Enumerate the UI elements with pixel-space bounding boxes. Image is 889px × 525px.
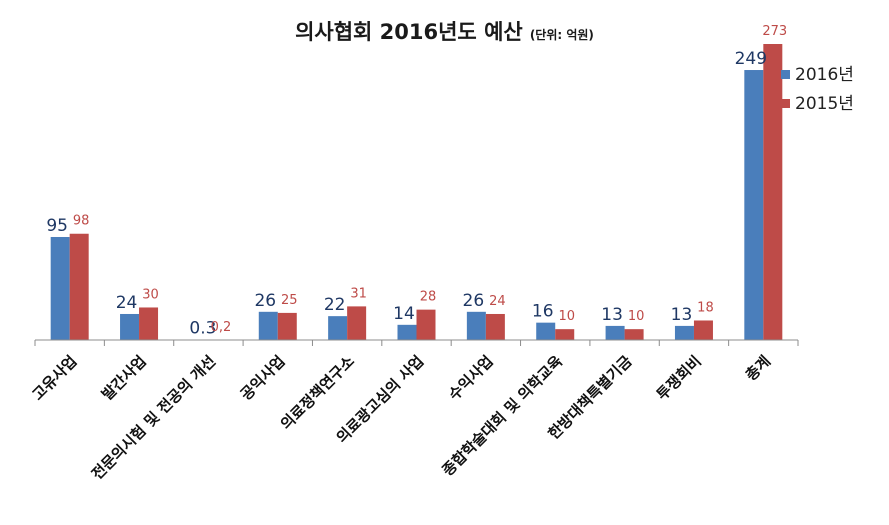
bar-2015 [624, 329, 644, 340]
value-label-2015: 31 [350, 286, 367, 301]
x-tick-marks-group [34, 340, 799, 346]
bar-2015 [693, 320, 713, 340]
category-label: 수익사업 [445, 352, 497, 404]
value-label-2016: 22 [324, 295, 346, 315]
value-label-2015: 28 [420, 290, 437, 305]
bar-2015 [485, 313, 505, 340]
bar-2016 [536, 322, 556, 340]
bar-2016 [397, 324, 417, 340]
category-label: 총계 [742, 352, 774, 384]
value-label-2016: 26 [463, 291, 485, 311]
value-label-2016: 0.3 [189, 319, 216, 339]
value-label-2016: 26 [254, 291, 276, 311]
chart-title: 의사협회 2016년도 예산 [295, 20, 523, 44]
value-label-2015: 24 [489, 294, 506, 309]
value-label-2015: 98 [73, 214, 90, 229]
bar-2015 [139, 307, 159, 340]
bar-2016 [258, 311, 278, 340]
bar-2016 [744, 70, 764, 341]
chart-title-block: 의사협회 2016년도 예산 (단위: 억원) [0, 16, 889, 46]
value-label-2016: 24 [116, 293, 138, 313]
bar-2015 [277, 312, 297, 340]
bar-2015 [69, 233, 89, 340]
value-label-2016: 14 [393, 304, 415, 324]
value-label-2015: 273 [762, 24, 787, 39]
category-label: 발간사업 [98, 352, 150, 404]
category-label: 전문의시험 및 전공의 개선 [88, 352, 219, 483]
value-label-2015: 30 [142, 287, 159, 302]
value-label-2015: 25 [281, 293, 298, 308]
chart-subtitle: (단위: 억원) [529, 28, 594, 42]
bars-group [50, 44, 783, 341]
bar-2015 [347, 306, 367, 340]
bar-2015 [416, 309, 436, 340]
legend-swatch-2016 [781, 70, 790, 79]
bar-2015 [763, 44, 783, 340]
bar-2016 [466, 311, 486, 340]
value-label-2016: 95 [46, 216, 68, 236]
value-label-2015: 10 [628, 309, 645, 324]
bar-2016 [605, 325, 625, 340]
value-label-2016: 16 [532, 302, 554, 322]
value-label-2015: 0,2 [211, 320, 232, 335]
category-label: 종합학술대회 및 의학교육 [439, 352, 567, 480]
category-label: 고유사업 [29, 352, 81, 404]
category-label: 투쟁회비 [653, 352, 705, 404]
legend-label-2015: 2015년 [795, 94, 854, 114]
value-label-2016: 13 [601, 305, 623, 325]
bar-2015 [555, 329, 575, 340]
bar-2016 [120, 313, 140, 340]
value-label-2016: 249 [735, 49, 767, 69]
bar-2016 [328, 316, 348, 340]
value-label-2015: 10 [558, 309, 575, 324]
value-label-2015: 18 [697, 300, 714, 315]
bar-2016 [50, 236, 70, 340]
legend-label-2016: 2016년 [795, 65, 854, 85]
value-label-2016: 13 [671, 305, 693, 325]
legend-swatch-2015 [781, 99, 790, 108]
value-labels-group: 95 98 24 30 0.30,2 26 25 22 31 14 28 26 24 16 10 13 10 13… [46, 24, 787, 339]
bar-2016 [674, 325, 694, 340]
category-label: 공익사업 [237, 352, 289, 404]
legend: 2016년 2015년 [781, 65, 854, 114]
